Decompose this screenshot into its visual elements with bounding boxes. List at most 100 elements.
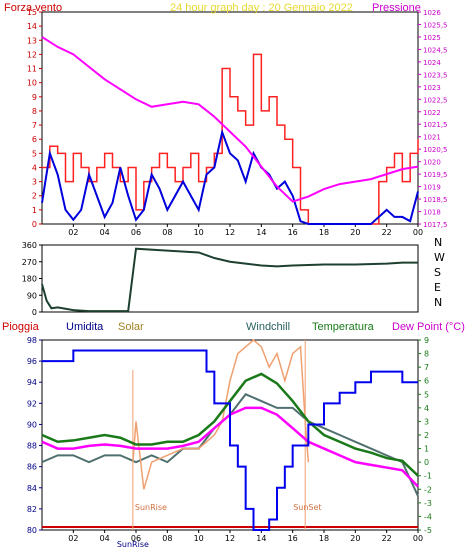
temperature-axis-label: 4	[424, 404, 429, 413]
temperature-axis-label: 5	[424, 390, 429, 399]
bottom-x-axis-label: 04	[100, 534, 110, 543]
direction-axis-label: 360	[22, 241, 37, 250]
graph-date-title: 24 hour graph day : 20 Gennaio 2022	[170, 2, 353, 14]
humidity-axis-label: 90	[27, 420, 37, 429]
wind-axis-label: 12	[27, 50, 37, 59]
top-x-axis-label: 00	[413, 228, 423, 237]
direction-axis-label: 90	[27, 291, 37, 300]
sunrise-axis-label: SunRise	[117, 540, 149, 549]
top-x-axis-label: 04	[100, 228, 110, 237]
legend-temperature: Temperatura	[312, 321, 374, 333]
top-x-axis-label: 16	[288, 228, 298, 237]
pressure-axis-label: 1019,5	[423, 171, 448, 179]
bottom-x-axis-label: 12	[225, 534, 235, 543]
top-x-axis-label: 08	[162, 228, 172, 237]
compass-label: N	[434, 296, 442, 309]
bottom-x-axis-label: 08	[162, 534, 172, 543]
temperature-axis-label: -2	[424, 485, 432, 494]
sunset-label: SunSet	[293, 503, 321, 512]
bottom-x-axis-label: 00	[413, 534, 423, 543]
humidity-axis-label: 96	[27, 357, 37, 366]
legend-solar: Solar	[118, 321, 144, 333]
bottom-x-axis-label: 14	[256, 534, 266, 543]
pressure-axis-label: 1024,5	[423, 46, 448, 54]
compass-label: S	[434, 266, 441, 279]
temperature-axis-label: 7	[424, 363, 429, 372]
compass-label: W	[434, 251, 445, 264]
compass-label: N	[434, 236, 442, 249]
wind-axis-label: 13	[27, 36, 37, 45]
direction-axis-label: 270	[22, 258, 37, 267]
bottom-x-axis-label: 02	[68, 534, 78, 543]
temperature-axis-label: -5	[424, 526, 432, 535]
pressure-series	[41, 36, 419, 203]
temperature-axis-label: 0	[424, 458, 429, 467]
pressure-title: Pressione	[372, 2, 421, 14]
top-x-axis-label: 12	[225, 228, 235, 237]
temperature-axis-label: 1	[424, 445, 429, 454]
wind-pressure-plot-frame	[41, 11, 419, 225]
temperature-series	[41, 372, 419, 477]
temperature-axis-label: 6	[424, 377, 429, 386]
temperature-axis-label: 9	[424, 336, 429, 345]
wind-axis-label: 10	[27, 79, 37, 88]
top-x-axis-label: 22	[382, 228, 392, 237]
wind-axis-label: 3	[32, 178, 37, 187]
wind-axis-label: 11	[27, 65, 37, 74]
humidity-axis-label: 94	[27, 378, 37, 387]
wind-axis-label: 7	[32, 121, 37, 130]
wind-axis-label: 5	[32, 149, 37, 158]
humidity-axis-label: 86	[27, 463, 37, 472]
legend-dewpoint: Dew Point (°C)	[392, 321, 465, 333]
solar-series	[132, 339, 310, 490]
pressure-axis-label: 1019	[423, 184, 441, 192]
sunrise-label: SunRise	[135, 503, 167, 512]
bottom-x-axis-label: 18	[319, 534, 329, 543]
top-x-axis-label: 10	[194, 228, 204, 237]
top-x-axis-label: 02	[68, 228, 78, 237]
bottom-x-axis-label: 16	[288, 534, 298, 543]
wind-axis-label: 2	[32, 192, 37, 201]
wind-axis-label: 8	[32, 107, 37, 116]
legend-humidity: Umidita	[66, 321, 104, 333]
legend-windchill: Windchill	[246, 321, 291, 333]
top-x-axis-label: 20	[350, 228, 360, 237]
humidity-axis-label: 92	[27, 399, 37, 408]
temperature-axis-label: -1	[424, 472, 432, 481]
wind-axis-label: 14	[27, 22, 37, 31]
humidity-axis-label: 98	[27, 336, 37, 345]
humidity-axis-label: 88	[27, 442, 37, 451]
temperature-axis-label: -4	[424, 512, 432, 521]
humidity-axis-label: 82	[27, 505, 37, 514]
bottom-x-axis-label: 20	[350, 534, 360, 543]
pressure-axis-label: 1025,5	[423, 21, 448, 29]
top-x-axis-label: 14	[256, 228, 266, 237]
temperature-axis-label: 3	[424, 417, 429, 426]
pressure-axis-label: 1025	[423, 34, 441, 42]
wind-axis-label: 0	[32, 220, 37, 229]
pressure-axis-label: 1022,5	[423, 96, 448, 104]
pressure-axis-label: 1018	[423, 209, 441, 217]
pressure-axis-label: 1020	[423, 159, 441, 167]
pressure-axis-label: 1020,5	[423, 146, 448, 154]
top-x-axis-label: 18	[319, 228, 329, 237]
humidity-series	[42, 349, 418, 531]
wind-axis-label: 6	[32, 135, 37, 144]
humidity-axis-label: 84	[27, 484, 37, 493]
temperature-axis-label: 8	[424, 350, 429, 359]
direction-axis-label: 0	[32, 308, 37, 317]
pressure-axis-label: 1021	[423, 134, 441, 142]
pressure-axis-label: 1023	[423, 84, 441, 92]
temperature-axis-label: -3	[424, 499, 432, 508]
wind-axis-label: 4	[32, 163, 37, 172]
bottom-x-axis-label: 10	[194, 534, 204, 543]
temperature-axis-label: 2	[424, 431, 429, 440]
pressure-axis-label: 1026	[423, 9, 441, 17]
bottom-x-axis-label: 22	[382, 534, 392, 543]
legend-rain: Pioggia	[2, 321, 39, 333]
pressure-axis-label: 1023,5	[423, 71, 448, 79]
wind-axis-label: 15	[27, 8, 37, 17]
pressure-axis-label: 1021,5	[423, 121, 448, 129]
